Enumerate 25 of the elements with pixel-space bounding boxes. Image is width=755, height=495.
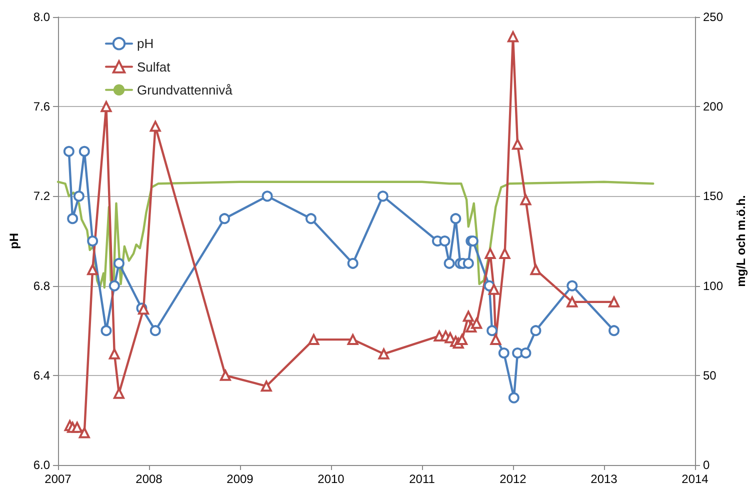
- legend-label: pH: [137, 36, 154, 52]
- x-tick-label: 2011: [409, 472, 436, 486]
- legend-label: Grundvattennivå: [137, 82, 234, 98]
- y2-tick-label: 100: [703, 278, 724, 293]
- y-tick-label: 7.2: [33, 189, 50, 204]
- x-tick-label: 2009: [226, 472, 254, 486]
- y-tick-label: 6.8: [33, 278, 50, 293]
- legend-label: Sulfat: [137, 59, 171, 74]
- x-tick-label: 2014: [682, 472, 709, 486]
- y2-tick-label: 250: [703, 10, 724, 24]
- y2-tick-label: 0: [703, 458, 710, 472]
- y2-axis-title: mg/L och m.ö.h.: [734, 195, 748, 287]
- y2-tick-label: 50: [703, 368, 717, 382]
- x-tick-label: 2013: [590, 472, 618, 486]
- x-tick-label: 2010: [318, 472, 345, 486]
- y-tick-label: 6.4: [33, 368, 50, 382]
- x-tick-label: 2007: [44, 472, 72, 486]
- x-tick-label: 2012: [500, 472, 527, 486]
- y2-tick-label: 150: [703, 189, 724, 204]
- y2-tick-label: 200: [703, 100, 724, 114]
- y-tick-label: 6.0: [33, 458, 50, 472]
- y-tick-label: 7.6: [33, 100, 50, 114]
- x-tick-label: 2008: [136, 472, 163, 486]
- y-axis-title: pH: [7, 233, 21, 249]
- y-tick-label: 8.0: [33, 10, 50, 24]
